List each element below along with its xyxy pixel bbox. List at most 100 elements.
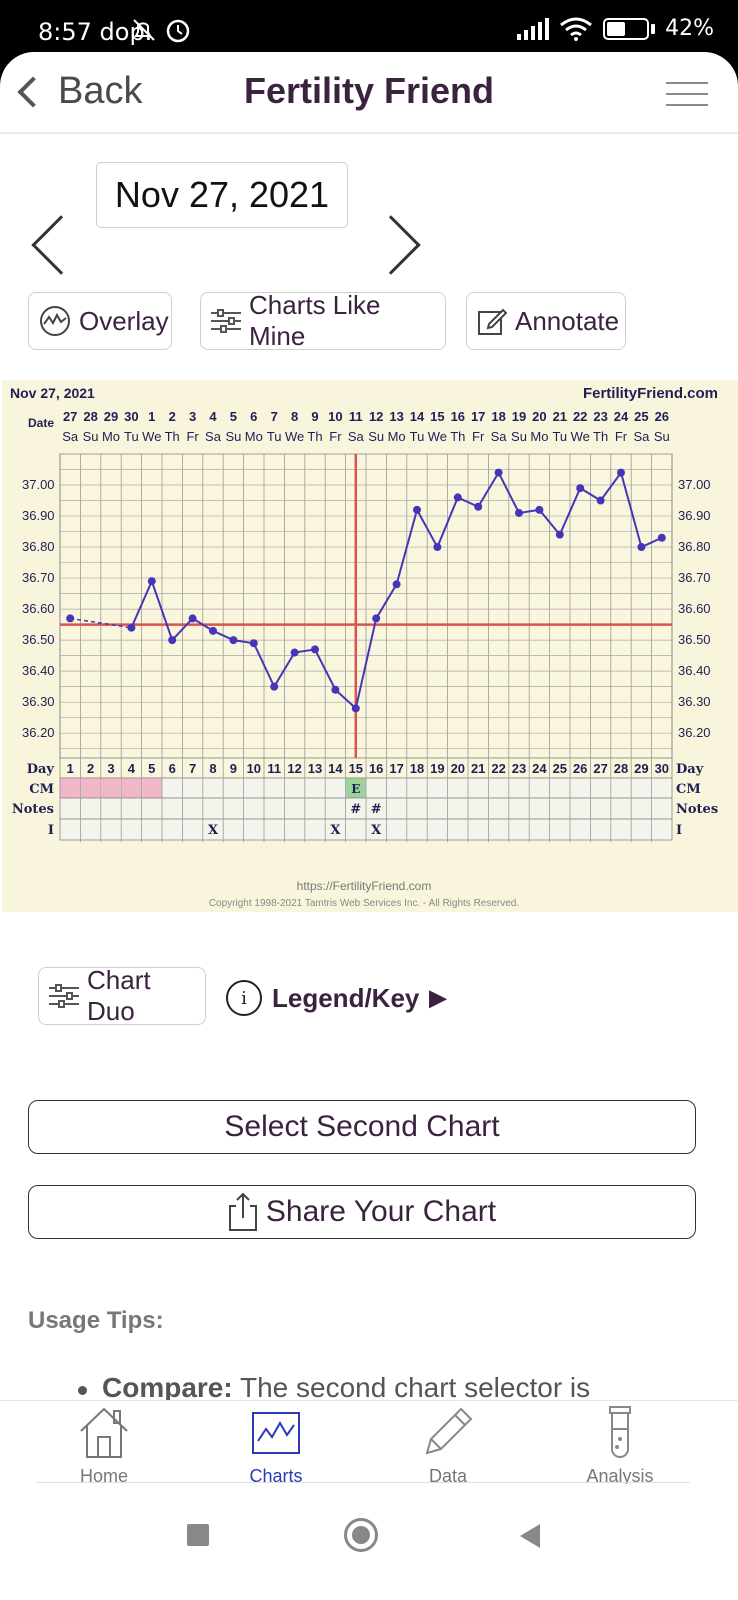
day-number: 2 — [87, 761, 94, 776]
temperature-point — [576, 484, 585, 493]
previous-date-button[interactable] — [31, 215, 91, 275]
temperature-point — [270, 682, 279, 691]
divider — [36, 1482, 690, 1483]
next-date-button[interactable] — [361, 215, 421, 275]
temperature-point — [209, 626, 217, 635]
signal-icon — [517, 17, 550, 40]
temperature-point — [311, 645, 319, 654]
chart-duo-button[interactable]: Chart Duo — [38, 965, 206, 1026]
y-tick-label-right: 36.40 — [678, 663, 711, 678]
y-tick-label-right: 36.70 — [678, 570, 711, 585]
info-icon: i — [226, 980, 262, 1016]
y-tick-label-right: 36.50 — [678, 632, 711, 647]
temperature-point — [392, 580, 401, 589]
weekday-label: Tu — [410, 429, 425, 444]
notification-icons — [128, 16, 198, 53]
y-tick-label-left: 36.30 — [22, 694, 55, 709]
day-number: 3 — [107, 761, 114, 776]
date-label: 13 — [389, 409, 403, 424]
back-label: Back — [58, 70, 143, 112]
day-number: 18 — [410, 761, 424, 776]
day-number: 15 — [349, 761, 363, 776]
cm-egg-mark — [346, 778, 366, 798]
bullet — [78, 1386, 87, 1395]
temperature-point — [555, 530, 564, 539]
usage-tip-text: The second chart selector is — [232, 1372, 591, 1403]
date-label: 9 — [311, 409, 318, 424]
mute-alarm-icon — [133, 19, 190, 43]
date-label: 23 — [593, 409, 607, 424]
battery-icon — [603, 17, 650, 40]
chart-icon — [252, 1412, 300, 1454]
date-label: 15 — [430, 409, 444, 424]
recents-button[interactable] — [187, 1524, 209, 1546]
weekday-label: Sa — [633, 429, 650, 444]
date-label: 7 — [271, 409, 278, 424]
day-number: 25 — [553, 761, 567, 776]
weekday-label: Sa — [205, 429, 222, 444]
cm-mark — [60, 778, 80, 798]
temperature-point — [535, 505, 544, 514]
y-tick-label-left: 36.60 — [22, 601, 55, 616]
day-number: 8 — [209, 761, 216, 776]
system-back-button[interactable] — [520, 1524, 540, 1548]
day-number: 9 — [230, 761, 237, 776]
overlay-button[interactable]: Overlay — [28, 292, 172, 350]
y-tick-label-left: 36.40 — [22, 663, 55, 678]
notes-mark: # — [350, 802, 361, 817]
y-tick-label-right: 36.60 — [678, 601, 711, 616]
chart-brand: FertilityFriend.com — [583, 385, 718, 402]
weekday-label: We — [428, 429, 447, 444]
day-number: 24 — [532, 761, 547, 776]
notes-mark: # — [371, 802, 382, 817]
nav-charts[interactable]: Charts — [216, 1405, 336, 1487]
row-label-right-notes: Notes — [676, 802, 718, 817]
bottom-navigation: Home Charts Data Analysis — [0, 1400, 738, 1487]
day-number: 19 — [430, 761, 444, 776]
share-chart-button[interactable]: Share Your Chart — [28, 1185, 696, 1239]
y-tick-label-left: 36.70 — [22, 570, 55, 585]
date-label: 5 — [230, 409, 237, 424]
date-label: 17 — [471, 409, 485, 424]
charts-like-mine-button[interactable]: Charts Like Mine — [200, 290, 446, 351]
day-number: 1 — [67, 761, 74, 776]
y-tick-label-right: 36.90 — [678, 508, 711, 523]
weekday-label: Mo — [388, 429, 406, 444]
weekday-label: Fr — [615, 429, 628, 444]
home-button[interactable] — [344, 1518, 378, 1552]
day-number: 10 — [247, 761, 261, 776]
legend-key-link[interactable]: i Legend/Key ▶ — [226, 980, 446, 1016]
date-label: 29 — [104, 409, 118, 424]
charts-like-mine-label: Charts Like Mine — [249, 290, 381, 351]
annotate-button[interactable]: Annotate — [466, 292, 626, 350]
day-number: 7 — [189, 761, 196, 776]
row-label-date: Date — [28, 416, 54, 430]
test-tube-icon — [609, 1406, 631, 1458]
temperature-point — [433, 543, 442, 552]
cm-egg-label: E — [351, 782, 360, 796]
date-label: 27 — [63, 409, 77, 424]
weekday-label: Fr — [472, 429, 485, 444]
temperature-point — [494, 468, 503, 477]
temperature-point — [66, 614, 75, 623]
day-number: 30 — [655, 761, 669, 776]
chart-footer-url: https://FertilityFriend.com — [297, 879, 432, 893]
day-number: 6 — [169, 761, 176, 776]
day-number: 26 — [573, 761, 587, 776]
weekday-label: Th — [165, 429, 180, 444]
row-label-day: Day — [27, 762, 55, 777]
nav-data[interactable]: Data — [388, 1405, 508, 1487]
row-label-i: I — [48, 823, 54, 838]
system-navigation — [0, 1484, 738, 1600]
temperature-point — [188, 614, 197, 623]
play-arrow-icon: ▶ — [429, 985, 447, 1010]
select-second-chart-button[interactable]: Select Second Chart — [28, 1100, 696, 1154]
back-button[interactable]: Back — [14, 70, 142, 113]
date-label: 16 — [451, 409, 465, 424]
date-field[interactable]: Nov 27, 2021 — [96, 162, 348, 228]
nav-home[interactable]: Home — [44, 1405, 164, 1487]
date-label: 22 — [573, 409, 587, 424]
menu-icon[interactable] — [666, 80, 708, 108]
nav-analysis[interactable]: Analysis — [560, 1405, 680, 1487]
legend-key-label: Legend/Key — [272, 982, 420, 1013]
